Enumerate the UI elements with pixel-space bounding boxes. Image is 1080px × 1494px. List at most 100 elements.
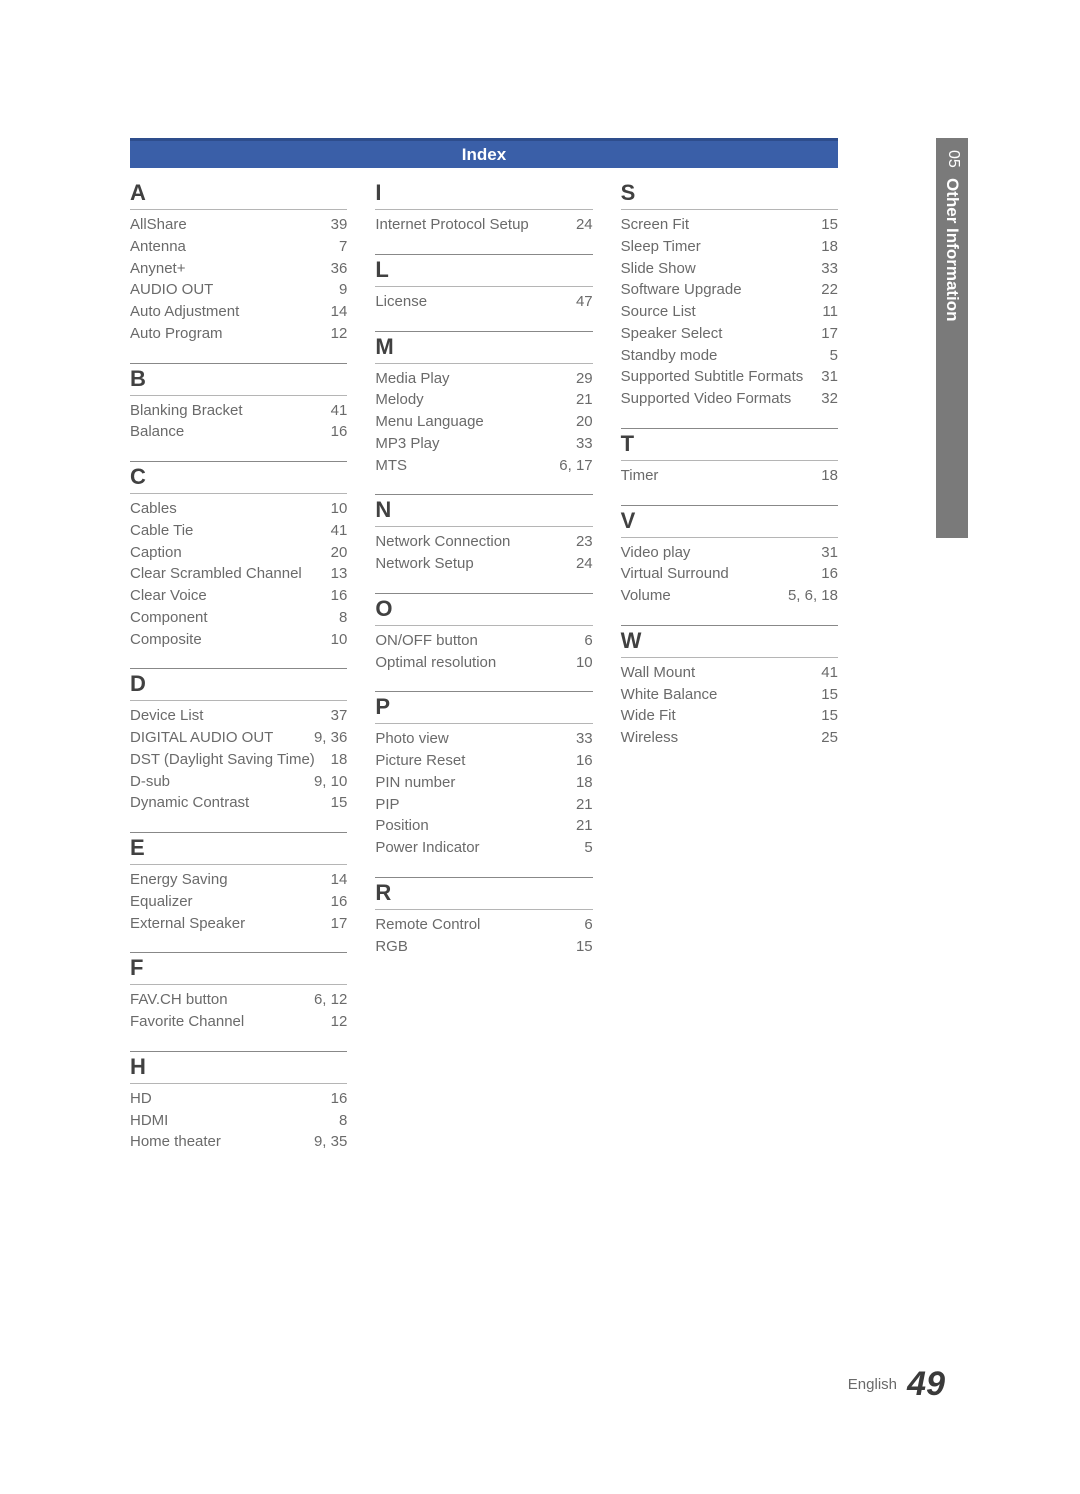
entry-term: Virtual Surround	[621, 563, 814, 585]
entry-page: 22	[813, 279, 838, 301]
entry-page: 41	[813, 662, 838, 684]
section-letter: P	[375, 691, 592, 724]
index-entry: Composite10	[130, 629, 347, 651]
index-entry: FAV.CH button6, 12	[130, 989, 347, 1011]
entry-page: 39	[323, 214, 348, 236]
entry-page: 15	[813, 684, 838, 706]
entry-page: 17	[323, 913, 348, 935]
index-entry: Photo view33	[375, 728, 592, 750]
entry-page: 16	[323, 891, 348, 913]
section-letter: A	[130, 178, 347, 210]
entry-page: 16	[568, 750, 593, 772]
entry-term: Equalizer	[130, 891, 323, 913]
entry-term: Melody	[375, 389, 568, 411]
section-letter: V	[621, 505, 838, 538]
entry-term: HD	[130, 1088, 323, 1110]
index-entry: Auto Adjustment14	[130, 301, 347, 323]
entry-term: PIP	[375, 794, 568, 816]
index-header: Index	[130, 138, 838, 168]
index-entry: Media Play29	[375, 368, 592, 390]
section-letter: M	[375, 331, 592, 364]
entry-page: 33	[568, 728, 593, 750]
entry-term: Wall Mount	[621, 662, 814, 684]
entry-page: 15	[323, 792, 348, 814]
entry-page: 17	[813, 323, 838, 345]
entry-term: Timer	[621, 465, 814, 487]
entry-page: 8	[331, 1110, 347, 1132]
index-section: CCables10Cable Tie41Caption20Clear Scram…	[130, 461, 347, 650]
index-entry: Optimal resolution10	[375, 652, 592, 674]
index-entry: Favorite Channel12	[130, 1011, 347, 1033]
index-entry: Auto Program12	[130, 323, 347, 345]
index-section: EEnergy Saving14Equalizer16External Spea…	[130, 832, 347, 934]
entry-page: 5, 6, 18	[780, 585, 838, 607]
index-entry: PIP21	[375, 794, 592, 816]
entry-page: 13	[323, 563, 348, 585]
index-entry: Internet Protocol Setup24	[375, 214, 592, 236]
entry-page: 23	[568, 531, 593, 553]
entry-page: 37	[323, 705, 348, 727]
index-entry: Home theater9, 35	[130, 1131, 347, 1153]
index-column: SScreen Fit15Sleep Timer18Slide Show33So…	[621, 178, 838, 1171]
index-entry: ON/OFF button6	[375, 630, 592, 652]
index-entry: DST (Daylight Saving Time)18	[130, 749, 347, 771]
entry-page: 21	[568, 794, 593, 816]
entry-page: 15	[813, 705, 838, 727]
entry-page: 33	[813, 258, 838, 280]
index-entry: Power Indicator5	[375, 837, 592, 859]
entry-term: License	[375, 291, 568, 313]
entry-page: 6	[576, 630, 592, 652]
index-section: DDevice List37DIGITAL AUDIO OUT9, 36DST …	[130, 668, 347, 814]
entry-page: 24	[568, 553, 593, 575]
section-letter: D	[130, 668, 347, 701]
index-entry: Component8	[130, 607, 347, 629]
index-entry: Picture Reset16	[375, 750, 592, 772]
entry-page: 18	[813, 236, 838, 258]
section-letter: L	[375, 254, 592, 287]
index-entry: MP3 Play33	[375, 433, 592, 455]
entry-page: 9, 35	[306, 1131, 347, 1153]
entry-term: Dynamic Contrast	[130, 792, 323, 814]
entry-page: 10	[323, 629, 348, 651]
entry-page: 14	[323, 301, 348, 323]
section-letter: H	[130, 1051, 347, 1084]
entry-page: 16	[323, 421, 348, 443]
entry-term: Wide Fit	[621, 705, 814, 727]
index-entry: Cables10	[130, 498, 347, 520]
entry-term: Supported Subtitle Formats	[621, 366, 814, 388]
entry-term: Cables	[130, 498, 323, 520]
entry-page: 16	[323, 1088, 348, 1110]
entry-term: Sleep Timer	[621, 236, 814, 258]
index-entry: HDMI8	[130, 1110, 347, 1132]
entry-page: 12	[323, 323, 348, 345]
entry-term: Cable Tie	[130, 520, 323, 542]
entry-page: 21	[568, 815, 593, 837]
index-section: NNetwork Connection23Network Setup24	[375, 494, 592, 575]
section-letter: R	[375, 877, 592, 910]
index-entry: Supported Subtitle Formats31	[621, 366, 838, 388]
index-entry: Wireless25	[621, 727, 838, 749]
entry-term: ON/OFF button	[375, 630, 576, 652]
index-entry: Virtual Surround16	[621, 563, 838, 585]
entry-term: Picture Reset	[375, 750, 568, 772]
index-entry: Dynamic Contrast15	[130, 792, 347, 814]
entry-term: Photo view	[375, 728, 568, 750]
index-entry: Software Upgrade22	[621, 279, 838, 301]
entry-term: Screen Fit	[621, 214, 814, 236]
index-entry: Caption20	[130, 542, 347, 564]
index-entry: Balance16	[130, 421, 347, 443]
index-section: H HD16HDMI8Home theater9, 35	[130, 1051, 347, 1153]
index-entry: AUDIO OUT9	[130, 279, 347, 301]
entry-term: Slide Show	[621, 258, 814, 280]
index-entry: Wide Fit15	[621, 705, 838, 727]
entry-page: 9	[331, 279, 347, 301]
section-letter: W	[621, 625, 838, 658]
index-entry: MTS6, 17	[375, 455, 592, 477]
index-entry: Equalizer16	[130, 891, 347, 913]
index-entry: Position21	[375, 815, 592, 837]
entry-page: 16	[323, 585, 348, 607]
index-entry: Slide Show33	[621, 258, 838, 280]
entry-term: Balance	[130, 421, 323, 443]
entry-term: Device List	[130, 705, 323, 727]
index-column: IInternet Protocol Setup24LLicense47MMed…	[375, 178, 592, 1171]
